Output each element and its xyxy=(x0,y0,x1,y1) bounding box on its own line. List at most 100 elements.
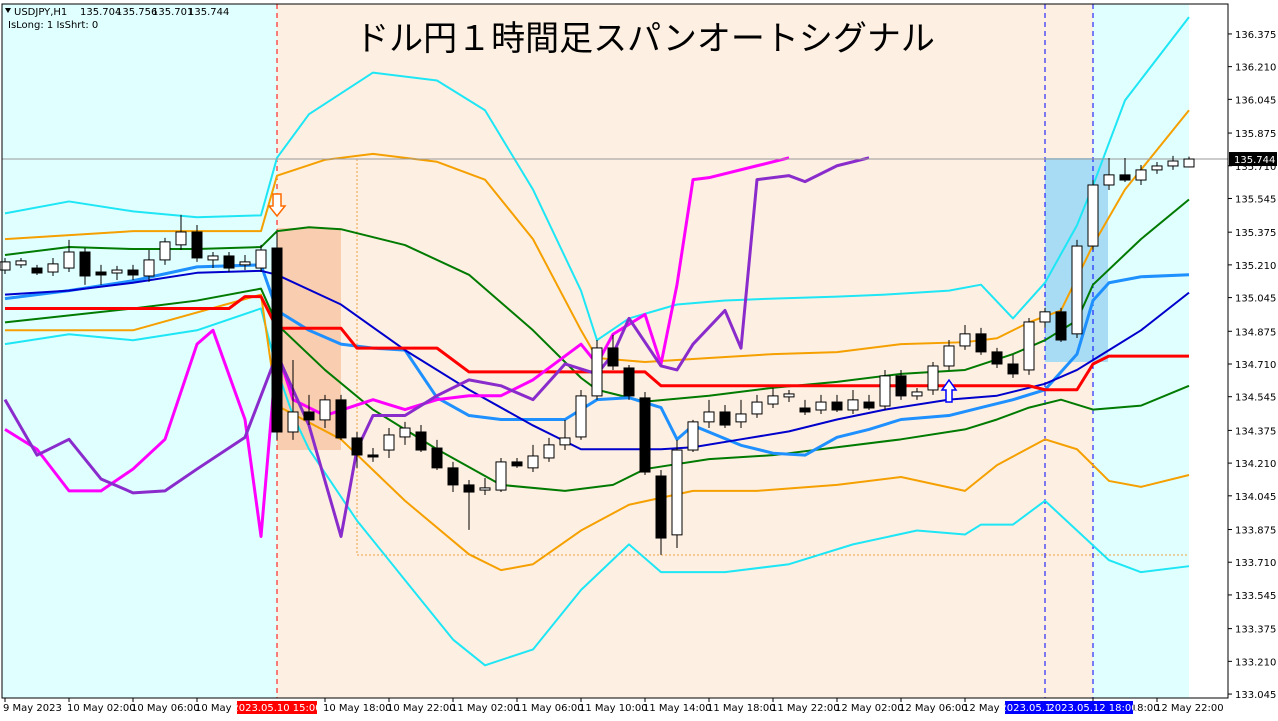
bg-mid xyxy=(277,4,1093,698)
candle-body xyxy=(751,401,763,415)
x-tick-label: 10 May 10:00 xyxy=(195,703,264,714)
candle-body xyxy=(0,261,11,271)
candle-body xyxy=(799,407,811,413)
x-tick-label: 11 May 06:00 xyxy=(515,703,584,714)
candle-body xyxy=(239,261,251,266)
y-tick-label: 136.375 xyxy=(1235,30,1276,41)
candle-body xyxy=(303,411,315,421)
x-tick-label: 12 May 10:00 xyxy=(963,703,1032,714)
y-tick-label: 134.545 xyxy=(1235,393,1276,404)
candle-body xyxy=(1151,165,1163,171)
close: 135.744 xyxy=(188,7,229,18)
x-tick-label: 10 May 02:00 xyxy=(67,703,136,714)
low: 135.701 xyxy=(152,7,193,18)
candle-body xyxy=(159,241,171,261)
x-tick-label: 11 May 02:00 xyxy=(451,703,520,714)
x-tick-label: 10 May 22:00 xyxy=(387,703,456,714)
candle-body xyxy=(527,455,539,469)
candle-body xyxy=(255,249,267,269)
indicator-line xyxy=(4,156,790,538)
candle-body xyxy=(1023,321,1035,371)
y-tick-label: 133.710 xyxy=(1235,558,1276,569)
candle-body xyxy=(607,347,619,367)
candle-body xyxy=(383,434,395,451)
candle-body xyxy=(591,347,603,397)
candle-body xyxy=(927,365,939,391)
candle-body xyxy=(47,263,59,273)
y-tick-label: 133.875 xyxy=(1235,526,1276,537)
candle-body xyxy=(495,461,507,491)
candle-body xyxy=(479,487,491,491)
candle-body xyxy=(815,401,827,411)
price-tag xyxy=(1229,152,1277,167)
x-tick-label: 12 May 06:00 xyxy=(899,703,968,714)
candle-body xyxy=(1135,169,1147,181)
high: 135.756 xyxy=(116,7,157,18)
time-marker-box xyxy=(1053,701,1133,714)
candle-body xyxy=(943,345,955,367)
menu-icon xyxy=(5,8,11,13)
candle-body xyxy=(1071,245,1083,335)
y-tick-label: 136.210 xyxy=(1235,63,1276,74)
candle-body xyxy=(415,431,427,451)
candle-body xyxy=(767,395,779,405)
candle-body xyxy=(143,259,155,277)
candle-body xyxy=(207,255,219,261)
candle-body xyxy=(687,421,699,451)
y-tick-label: 136.045 xyxy=(1235,95,1276,106)
candle-body xyxy=(1007,363,1019,375)
candle-body xyxy=(175,231,187,246)
candle-body xyxy=(463,484,475,493)
candle-body xyxy=(335,399,347,439)
time-marker-label: 2023.05.10 15:00 xyxy=(232,703,321,714)
candle-body xyxy=(671,449,683,536)
candle-body xyxy=(447,467,459,486)
candle-body xyxy=(543,444,555,459)
y-tick-label: 135.375 xyxy=(1235,228,1276,239)
sell-arrow xyxy=(267,193,287,218)
y-tick-label: 135.710 xyxy=(1235,162,1276,173)
time-marker-label: 2023.05.12 15:00 xyxy=(1000,703,1089,714)
candle-body xyxy=(1087,184,1099,247)
x-tick-label: 11 May 22:00 xyxy=(771,703,840,714)
y-tick-label: 133.545 xyxy=(1235,591,1276,602)
candle-body xyxy=(1183,158,1195,168)
candle-body xyxy=(63,251,75,269)
indicator-line xyxy=(3,156,870,538)
x-tick-label: 12 May 22:00 xyxy=(1155,703,1224,714)
candle-body xyxy=(911,391,923,397)
candle-body xyxy=(1103,174,1115,186)
candle-body xyxy=(127,269,139,276)
time-marker-box xyxy=(237,701,317,714)
candle-body xyxy=(719,411,731,426)
candle-body xyxy=(575,395,587,438)
candle-body xyxy=(623,367,635,397)
candle-body xyxy=(831,401,843,411)
open: 135.704 xyxy=(80,7,121,18)
candle-body xyxy=(15,260,27,266)
y-tick-label: 135.210 xyxy=(1235,261,1276,272)
candle-body xyxy=(991,351,1003,365)
candle-body xyxy=(399,427,411,438)
y-tick-label: 133.045 xyxy=(1235,690,1276,701)
indicator-line xyxy=(5,295,1189,392)
y-tick-label: 134.375 xyxy=(1235,426,1276,437)
candle-body xyxy=(783,393,795,398)
candle-body xyxy=(863,401,875,409)
bg-left xyxy=(2,4,277,698)
indicator-line xyxy=(4,263,1190,457)
candle-body xyxy=(367,454,379,458)
status: IsLong: 1 IsShrt: 0 xyxy=(8,20,98,31)
candle-body xyxy=(1039,311,1051,323)
candle-body xyxy=(1055,311,1067,341)
x-tick-label: 9 May 2023 xyxy=(3,703,62,714)
candle-body xyxy=(223,255,235,269)
candle-body xyxy=(287,411,299,433)
frame xyxy=(1,3,1229,699)
candle-body xyxy=(559,437,571,446)
x-tick-label: 11 May 18:00 xyxy=(707,703,776,714)
candle-body xyxy=(847,399,859,411)
candle-body xyxy=(655,475,667,539)
